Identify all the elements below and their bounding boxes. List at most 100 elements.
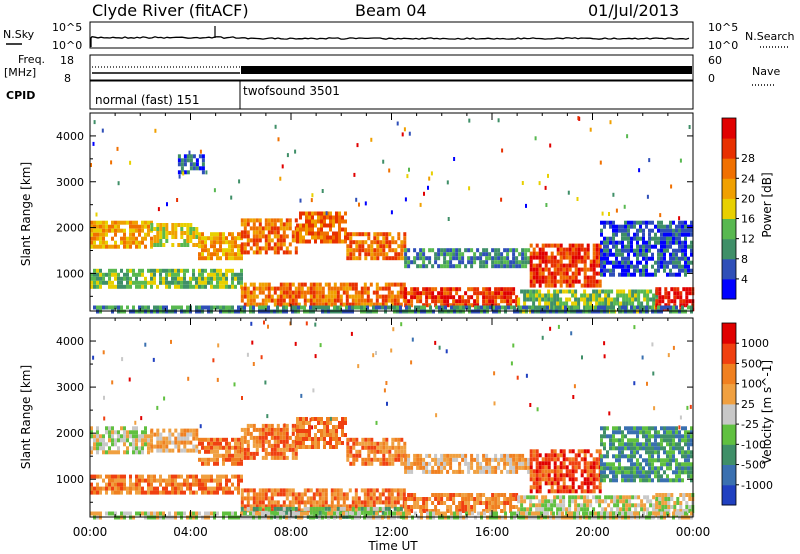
range-gate-cell [526,495,530,500]
range-gate-cell [141,268,144,273]
range-gate-cell [467,295,471,300]
range-gate-cell [625,301,629,306]
range-gate-cell [294,451,298,456]
range-gate-cell [129,244,132,249]
range-gate-cell [318,294,322,299]
range-gate-cell [681,256,684,261]
range-gate-cell [258,500,262,505]
range-gate-cell [627,438,630,443]
range-gate-cell [323,445,326,449]
range-gate-cell [547,489,551,494]
sparse-echo-cell [213,188,216,193]
range-gate-cell [618,228,621,233]
range-gate-cell [685,505,689,509]
colorbar-swatch [722,198,736,219]
range-gate-cell [273,431,277,436]
range-gate-cell [675,236,678,241]
range-gate-cell [559,259,563,264]
range-gate-cell [150,227,154,231]
range-gate-cell [559,275,563,280]
range-gate-cell [255,427,259,432]
range-gate-cell [123,442,126,447]
range-gate-cell [690,232,693,237]
range-gate-cell [664,493,668,497]
range-gate-cell [461,260,465,265]
range-gate-cell [147,490,150,495]
range-gate-cell [326,425,329,429]
range-gate-cell [553,305,557,310]
range-gate-cell [444,305,447,310]
range-gate-cell [270,500,274,505]
range-gate-cell [600,426,603,431]
range-gate-cell [422,287,426,292]
range-gate-cell [627,466,630,471]
range-gate-cell [518,264,522,269]
range-gate-cell [336,298,340,303]
range-gate-cell [672,478,675,483]
range-gate-cell [532,255,536,260]
range-gate-cell [189,158,193,163]
range-gate-cell [571,279,575,284]
range-gate-cell [375,488,379,493]
range-gate-cell [96,442,99,447]
range-gate-cell [210,232,213,237]
range-gate-cell [126,446,129,451]
range-gate-cell [615,260,618,265]
range-gate-cell [379,252,383,257]
range-gate-cell [102,442,105,447]
range-gate-cell [177,158,181,163]
range-gate-cell [279,290,283,295]
range-gate-cell [288,298,292,303]
range-gate-cell [491,493,495,497]
range-gate-cell [354,290,358,295]
range-gate-cell [679,493,683,497]
range-gate-cell [458,295,462,300]
range-gate-cell [336,492,340,497]
range-gate-cell [207,248,210,253]
range-gate-cell [657,446,660,451]
range-gate-cell [636,434,639,439]
range-gate-cell [404,453,408,458]
range-gate-cell [108,272,111,277]
range-gate-cell [314,425,317,429]
range-gate-cell [297,500,301,505]
range-gate-cell [177,436,181,441]
range-gate-cell [261,431,265,436]
range-gate-cell [90,426,93,431]
range-gate-cell [138,268,141,273]
range-gate-cell [261,439,265,444]
range-gate-cell [600,458,603,463]
range-gate-cell [367,449,371,454]
range-gate-cell [642,232,645,237]
range-gate-cell [246,238,250,243]
range-gate-cell [550,297,554,302]
sparse-echo-cell [93,120,96,125]
range-gate-cell [243,242,247,247]
range-gate-cell [96,280,99,285]
range-gate-cell [302,223,305,228]
range-gate-cell [556,263,560,268]
range-gate-cell [345,492,349,497]
range-gate-cell [577,259,581,264]
range-gate-cell [538,283,542,288]
range-gate-cell [299,429,302,433]
range-gate-cell [117,486,120,491]
range-gate-cell [434,303,438,308]
range-gate-cell [141,220,144,225]
range-gate-cell [443,287,447,292]
range-gate-cell [234,284,237,289]
range-gate-cell [639,268,642,273]
range-gate-cell [435,305,438,310]
range-gate-cell [413,493,417,497]
range-gate-cell [378,500,382,505]
range-gate-cell [595,259,599,264]
range-gate-cell [354,496,358,501]
range-gate-cell [240,492,244,497]
range-gate-cell [571,275,575,280]
range-gate-cell [168,428,172,433]
range-gate-cell [111,486,114,491]
range-gate-cell [416,287,420,292]
range-gate-cell [291,488,295,493]
range-gate-cell [349,232,353,237]
range-gate-cell [643,293,647,298]
